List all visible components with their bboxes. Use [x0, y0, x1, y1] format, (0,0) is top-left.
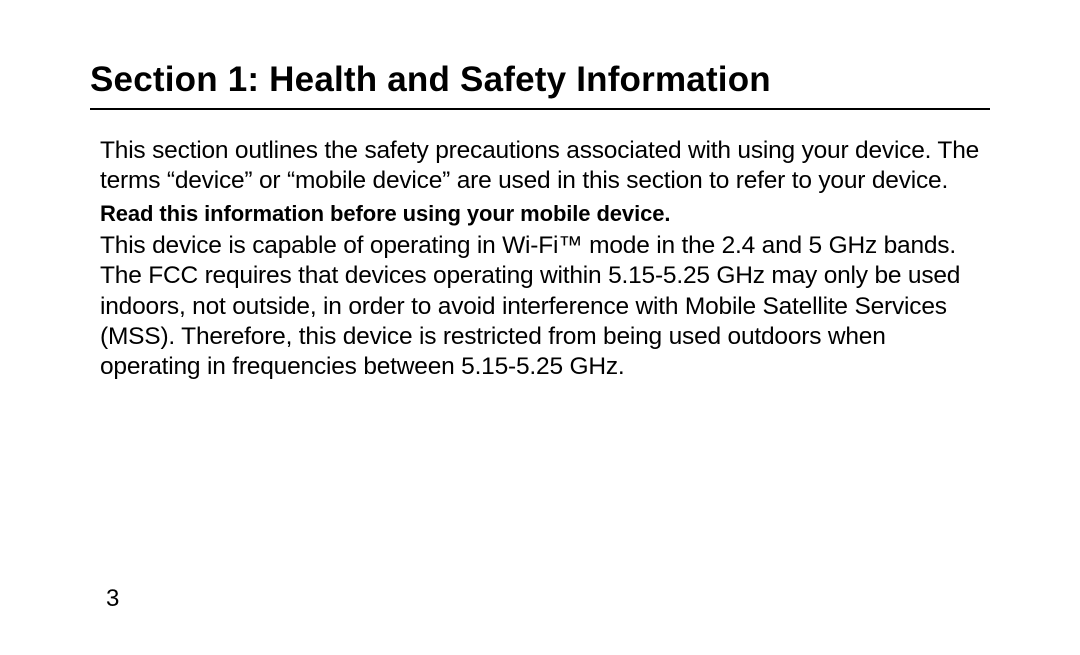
- section-heading: Section 1: Health and Safety Information: [90, 60, 990, 100]
- page-number: 3: [106, 585, 119, 613]
- heading-rule: [90, 108, 990, 110]
- notice-bold-line: Read this information before using your …: [100, 201, 990, 227]
- document-page: Section 1: Health and Safety Information…: [0, 0, 1080, 655]
- wifi-paragraph: This device is capable of operating in W…: [100, 231, 990, 383]
- intro-paragraph: This section outlines the safety precaut…: [100, 136, 990, 197]
